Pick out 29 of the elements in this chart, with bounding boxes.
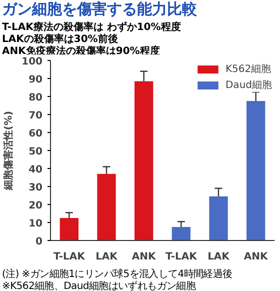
- legend-label: K562細胞: [225, 63, 272, 76]
- y-axis-title: 細胞傷害活性(%): [2, 110, 15, 192]
- bar: [134, 81, 154, 240]
- y-tick-label: 100: [22, 56, 43, 68]
- x-tick-label: LAK: [208, 252, 231, 262]
- y-tick-label: 0: [36, 236, 43, 248]
- y-tick-label: 20: [28, 200, 43, 212]
- y-tick-label: 90: [28, 74, 43, 86]
- y-tick-label: 70: [28, 110, 43, 122]
- y-tick-label: 50: [28, 146, 43, 158]
- y-tick-label: 40: [28, 164, 43, 176]
- bar: [209, 196, 228, 240]
- text: (注) ※ガン細胞1にリンパ球5を混入して4時間経過後: [2, 269, 232, 280]
- y-tick-label: 60: [28, 128, 43, 140]
- legend-label: Daud細胞: [225, 79, 272, 92]
- y-tick-label: 80: [28, 92, 43, 104]
- x-tick-label: T-LAK: [53, 252, 86, 262]
- chart-title: ガン細胞を傷害する能力比較: [2, 0, 197, 18]
- x-tick-label: ANK: [244, 252, 270, 262]
- text: ※K562細胞、Daud細胞はいずれもガン細胞: [2, 281, 196, 291]
- x-tick-label: T-LAK: [165, 252, 198, 262]
- x-tick-label: ANK: [132, 252, 158, 262]
- y-tick-label: 30: [28, 182, 43, 194]
- bar: [97, 174, 116, 240]
- bar: [246, 101, 266, 240]
- x-tick-label: LAK: [96, 252, 119, 262]
- bar: [60, 218, 78, 240]
- y-tick-label: 10: [28, 218, 43, 230]
- bar: [172, 227, 190, 240]
